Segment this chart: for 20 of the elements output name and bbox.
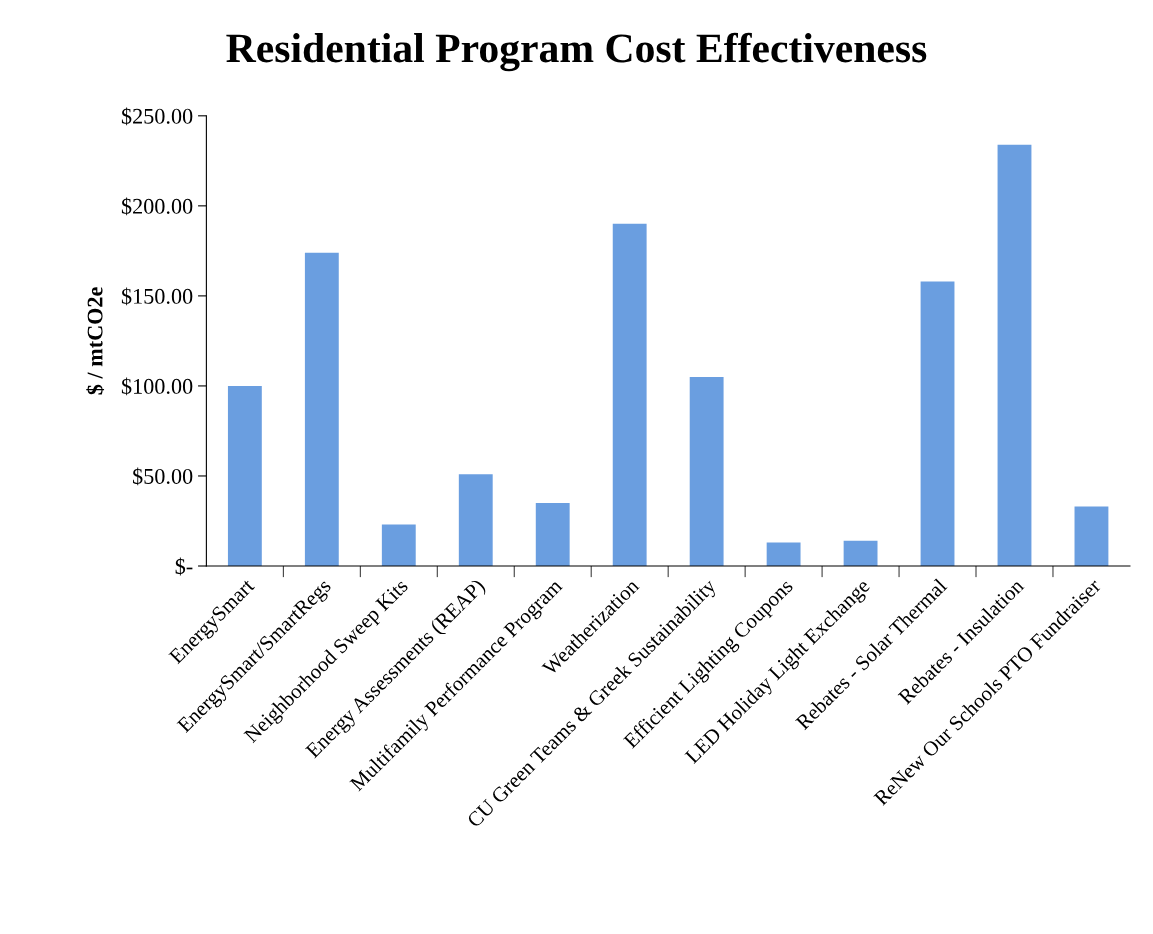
bar xyxy=(920,281,955,566)
chart-title: Residential Program Cost Effectiveness xyxy=(226,32,927,72)
y-axis-title: $ / mtCO2e xyxy=(86,287,105,395)
bar xyxy=(766,542,801,566)
bar xyxy=(689,376,724,566)
bar xyxy=(612,223,647,566)
bar xyxy=(1074,506,1109,566)
bar xyxy=(304,252,339,566)
bar xyxy=(843,540,878,566)
bar xyxy=(458,474,493,566)
y-tick-label: $150.00 xyxy=(121,287,193,306)
y-tick-label: $100.00 xyxy=(121,377,193,396)
y-tick-label: $200.00 xyxy=(121,197,193,216)
y-tick-label: $50.00 xyxy=(133,467,193,486)
y-tick-label: $250.00 xyxy=(121,107,193,126)
y-tick-label: $- xyxy=(175,557,193,576)
bar xyxy=(381,524,416,566)
bar xyxy=(227,385,262,566)
bar xyxy=(997,144,1032,566)
bar xyxy=(535,502,570,566)
